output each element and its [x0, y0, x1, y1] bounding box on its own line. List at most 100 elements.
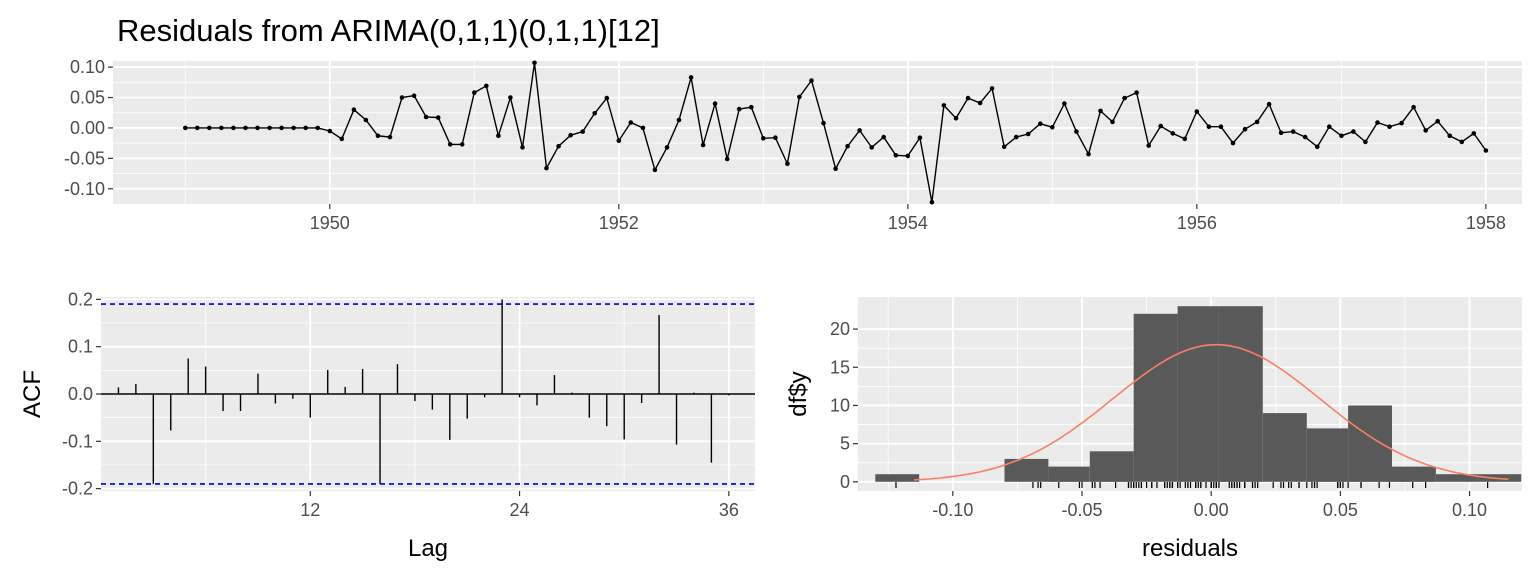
histogram-bar: [1262, 413, 1307, 482]
residual-point: [592, 111, 597, 116]
residual-point: [1483, 148, 1489, 153]
acf-y-tick-label: 0.0: [68, 384, 93, 404]
residual-point: [845, 143, 850, 149]
residual-point: [1302, 134, 1308, 140]
residuals-x-tick-label: 1950: [310, 213, 350, 233]
residual-point: [1411, 104, 1416, 110]
residuals-x-tick-label: 1956: [1177, 213, 1217, 233]
residual-point: [496, 133, 501, 139]
residual-point: [1025, 131, 1031, 137]
residual-point: [387, 134, 393, 140]
residual-point: [279, 125, 284, 131]
residual-point: [1327, 124, 1332, 129]
histogram-bar: [1436, 474, 1478, 482]
residuals-panel: 1950 1952 1954 1956 1958 0.10 0.05 0.00 -0.05 -0.…: [64, 57, 1522, 233]
residual-point: [544, 165, 549, 171]
residual-point: [1375, 120, 1380, 125]
acf-bars: [101, 299, 755, 485]
histogram-bar: [1348, 405, 1392, 482]
residual-point: [399, 95, 405, 100]
residual-point: [472, 90, 477, 95]
acf-panel: 12 24 36 0.2 0.1 0.0 -0.1 -0.2 Lag ACF: [19, 289, 755, 562]
chart-title: Residuals from ARIMA(0,1,1)(0,1,1)[12]: [117, 13, 660, 48]
residual-point: [1146, 143, 1151, 148]
residual-point: [761, 136, 766, 141]
histogram-bars: [875, 306, 1522, 488]
histogram-bar: [1089, 451, 1134, 482]
histogram-y-tick-label: 20: [830, 319, 850, 339]
residual-point: [508, 95, 513, 100]
residual-point: [797, 94, 802, 100]
acf-y-axis-label: ACF: [19, 370, 46, 418]
residual-point: [749, 104, 754, 110]
residual-point: [1001, 144, 1007, 150]
residual-point: [520, 145, 525, 150]
residual-point: [640, 125, 646, 131]
residual-point: [1399, 120, 1404, 126]
residual-point: [785, 161, 790, 167]
residual-point: [1110, 119, 1115, 125]
residual-point: [628, 120, 634, 125]
residual-point: [1206, 124, 1212, 129]
residual-point: [724, 156, 730, 162]
residual-point: [303, 125, 309, 131]
residual-point: [1134, 90, 1139, 95]
residual-point: [1278, 130, 1284, 136]
residuals-y-tick-label: -0.05: [64, 148, 105, 168]
residual-point: [1230, 140, 1236, 146]
residual-point: [809, 78, 814, 83]
residual-point: [1038, 121, 1043, 126]
residual-point: [183, 125, 188, 131]
residual-point: [833, 166, 838, 171]
residual-point: [568, 132, 573, 138]
residual-point: [989, 86, 995, 91]
residual-point: [1098, 108, 1103, 114]
residual-point: [893, 153, 899, 158]
residual-point: [977, 100, 983, 106]
residual-point: [664, 145, 670, 150]
residual-point: [291, 125, 296, 131]
residuals-axes: 1950 1952 1954 1956 1958 0.10 0.05 0.00 -0.05 -0.…: [64, 57, 1506, 233]
residual-point: [1013, 134, 1019, 140]
residual-point: [941, 103, 947, 108]
normal-density-curve: [914, 343, 1509, 481]
residual-point: [1447, 133, 1452, 139]
residual-point: [1182, 136, 1188, 142]
acf-x-tick-label: 24: [510, 500, 530, 520]
residual-point: [375, 133, 381, 139]
residual-point: [1266, 101, 1272, 107]
residual-point: [881, 134, 886, 140]
residual-point: [1170, 131, 1176, 136]
histogram-bar: [875, 474, 920, 482]
residual-point: [231, 125, 236, 131]
residuals-y-tick-label: 0.00: [70, 118, 105, 138]
residual-point: [580, 129, 585, 134]
residual-point: [1471, 131, 1477, 136]
residual-point: [1423, 128, 1428, 133]
residual-point: [616, 138, 622, 143]
residual-point: [484, 83, 489, 89]
residual-point: [1218, 124, 1224, 129]
residual-point: [953, 115, 959, 121]
residuals-x-tick-label: 1958: [1466, 213, 1506, 233]
residuals-x-tick-label: 1952: [599, 213, 639, 233]
residual-point: [255, 125, 260, 131]
residuals-y-tick-label: 0.05: [70, 88, 105, 108]
residual-point: [676, 117, 682, 123]
residual-point: [1387, 124, 1392, 129]
histogram-x-tick-label: 0.00: [1194, 500, 1229, 520]
residual-point: [207, 125, 212, 131]
residual-point: [821, 120, 826, 126]
residual-point: [905, 153, 911, 159]
residual-point: [1122, 95, 1127, 101]
histogram-bar: [1306, 428, 1349, 482]
residual-point: [1074, 129, 1079, 134]
histogram-y-tick-label: 5: [840, 434, 850, 454]
residual-point: [1435, 118, 1440, 124]
residual-point: [339, 136, 345, 142]
histogram-y-tick-label: 15: [830, 357, 850, 377]
residual-point: [532, 60, 537, 66]
histogram-x-tick-label: 0.05: [1323, 500, 1358, 520]
residual-point: [917, 135, 923, 140]
